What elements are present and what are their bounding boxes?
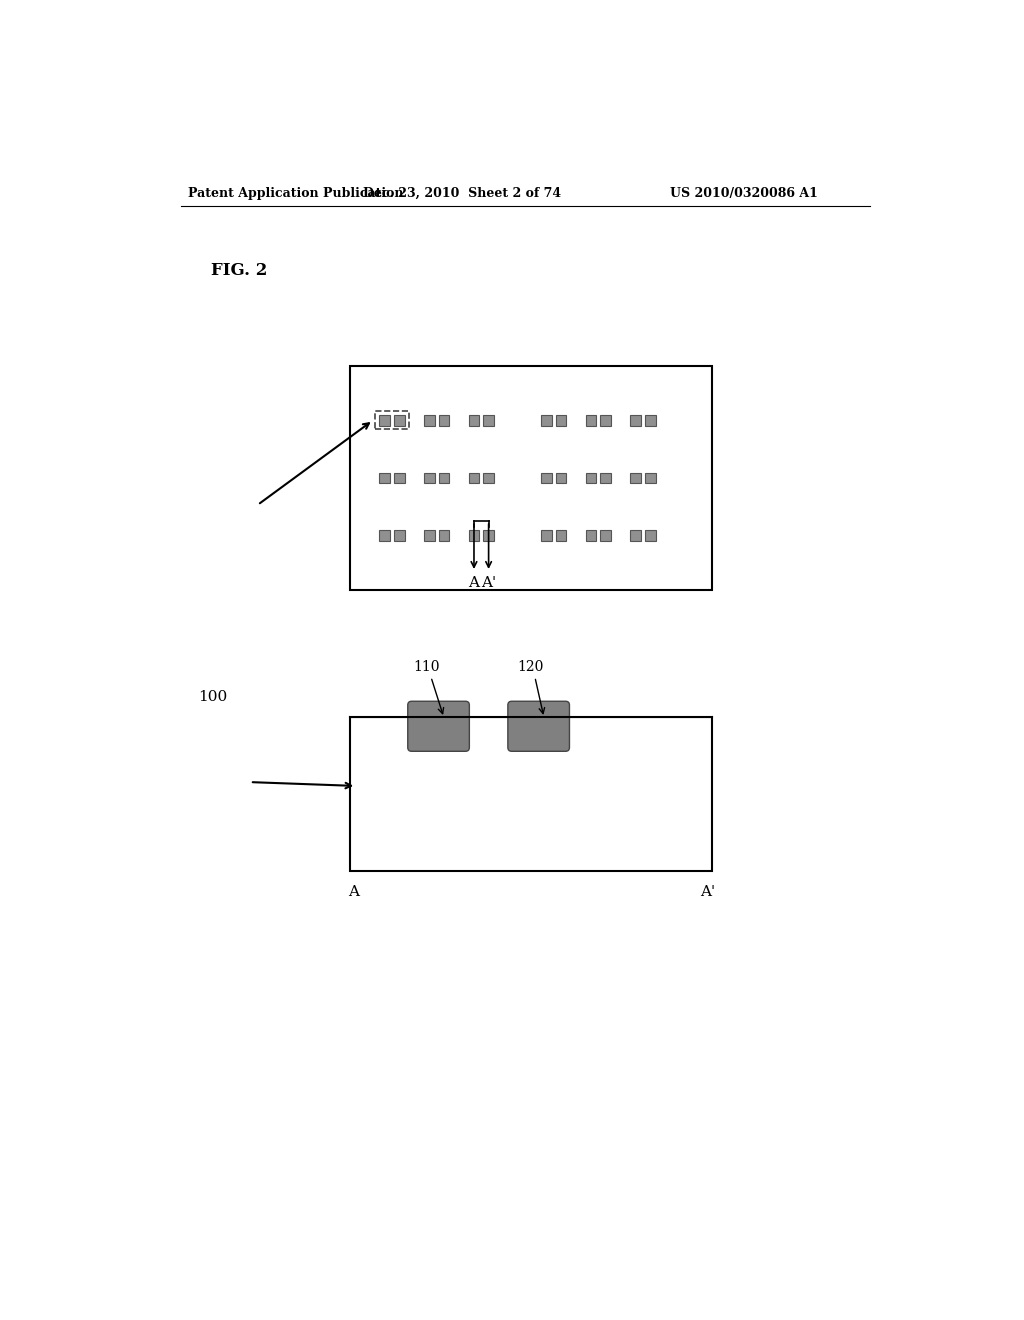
Text: A: A — [469, 576, 479, 590]
Bar — [469, 473, 479, 483]
Bar — [424, 414, 435, 425]
Bar — [556, 473, 566, 483]
Bar — [350, 717, 712, 871]
Bar — [424, 531, 435, 541]
Bar — [483, 531, 494, 541]
Bar — [600, 531, 611, 541]
Bar — [556, 414, 566, 425]
Text: FIG. 2: FIG. 2 — [211, 261, 268, 279]
Text: A': A' — [481, 576, 497, 590]
Bar — [469, 531, 479, 541]
Bar — [600, 414, 611, 425]
Bar — [438, 473, 450, 483]
Bar — [483, 414, 494, 425]
Bar — [586, 414, 596, 425]
Bar — [600, 473, 611, 483]
Bar — [586, 473, 596, 483]
Text: US 2010/0320086 A1: US 2010/0320086 A1 — [670, 186, 817, 199]
Text: 120: 120 — [518, 660, 544, 675]
Bar — [350, 367, 712, 590]
Bar — [438, 531, 450, 541]
Bar — [631, 414, 641, 425]
Bar — [350, 702, 712, 717]
Bar — [469, 414, 479, 425]
Bar — [483, 473, 494, 483]
Bar — [541, 414, 552, 425]
FancyBboxPatch shape — [408, 701, 469, 751]
Bar — [556, 531, 566, 541]
Text: 100: 100 — [199, 690, 227, 705]
Text: A': A' — [700, 884, 716, 899]
Text: 110: 110 — [414, 660, 440, 675]
Text: Patent Application Publication: Patent Application Publication — [188, 186, 403, 199]
Bar — [541, 531, 552, 541]
Text: A: A — [348, 884, 359, 899]
Bar — [541, 473, 552, 483]
Bar — [631, 473, 641, 483]
Bar — [424, 473, 435, 483]
Bar — [379, 473, 390, 483]
Bar — [379, 531, 390, 541]
Bar — [645, 414, 655, 425]
Bar — [394, 531, 404, 541]
Bar — [631, 531, 641, 541]
Bar — [586, 531, 596, 541]
Bar — [645, 473, 655, 483]
FancyBboxPatch shape — [508, 701, 569, 751]
Bar — [394, 473, 404, 483]
Bar — [438, 414, 450, 425]
Bar — [645, 531, 655, 541]
Bar — [376, 411, 409, 429]
Text: Dec. 23, 2010  Sheet 2 of 74: Dec. 23, 2010 Sheet 2 of 74 — [362, 186, 561, 199]
Bar — [379, 414, 390, 425]
Bar — [394, 414, 404, 425]
